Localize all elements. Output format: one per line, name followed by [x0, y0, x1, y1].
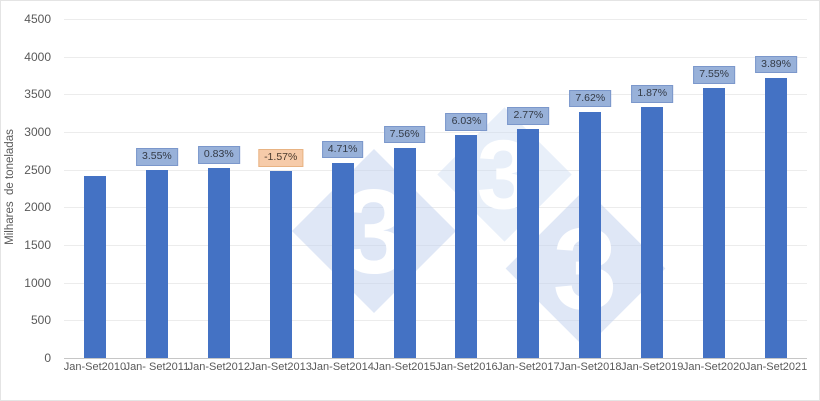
x-tick-label: Jan-Set2020 — [682, 361, 746, 373]
y-tick-label: 2000 — [24, 200, 51, 215]
bar-value-label: 7.62% — [569, 89, 612, 108]
bar-value-label: 6.03% — [445, 113, 488, 131]
y-tick-label: 500 — [30, 313, 51, 328]
bar — [269, 171, 292, 358]
gridline — [64, 94, 807, 96]
plot-area: 3 3 3 3.55%0.83%-1.57%4.71%7.56%6.03%2.7… — [64, 19, 807, 359]
watermark-diamond: 3 — [291, 148, 457, 314]
y-tick-label: 4500 — [24, 12, 51, 26]
bar — [517, 129, 540, 358]
bar-value-label: 7.56% — [383, 125, 426, 144]
bar-value-label: 0.83% — [197, 146, 240, 164]
y-tick-label: 3000 — [24, 125, 51, 139]
bar-value-label: -1.57% — [258, 149, 304, 167]
y-tick-label: 3500 — [24, 87, 51, 102]
gridline — [64, 56, 807, 58]
gridline — [64, 245, 807, 246]
gridline — [64, 132, 807, 133]
x-tick-label: Jan-Set2012 — [187, 361, 250, 373]
x-tick-label: Jan-Set2018 — [559, 361, 622, 373]
x-tick-label: Jan-Set2016 — [435, 361, 498, 373]
x-axis-tick-labels: Jan-Set2010 Jan- Set2011 Jan-Set2012 Jan-Se… — [1, 361, 819, 377]
bar — [331, 162, 354, 358]
bar — [83, 176, 106, 358]
x-tick-label: Jan-Set2015 — [373, 361, 436, 373]
gridline — [64, 282, 807, 284]
bar — [765, 77, 788, 358]
gridline — [64, 19, 807, 20]
bar — [455, 135, 478, 358]
bar — [207, 168, 230, 358]
bar-value-label: 3.55% — [135, 147, 178, 166]
bar — [641, 107, 664, 358]
bar-value-label: 4.71% — [321, 140, 364, 159]
x-tick-label: Jan-Set2021 — [744, 361, 808, 373]
bar — [579, 111, 602, 358]
x-tick-label: Jan-Set2010 — [63, 361, 127, 373]
y-tick-label: 1000 — [24, 275, 51, 290]
bar-value-label: 1.87% — [631, 84, 674, 103]
y-tick-label: 4000 — [24, 49, 51, 64]
bar — [145, 169, 168, 358]
gridline — [64, 320, 807, 322]
bar-value-label: 7.55% — [693, 66, 736, 84]
x-tick-label: Jan-Set2013 — [249, 361, 312, 373]
bar — [703, 88, 726, 358]
x-tick-label: Jan-Set2017 — [497, 361, 560, 373]
y-axis-tick-labels: 0 500 1000 1500 2000 2500 3000 3500 4000 4500 — [1, 1, 57, 400]
gridline — [64, 207, 807, 209]
x-tick-label: Jan- Set2011 — [124, 361, 190, 373]
y-tick-label: 2500 — [24, 162, 51, 177]
gridline — [64, 169, 807, 171]
y-tick-label: 1500 — [24, 238, 51, 252]
bar-value-label: 2.77% — [507, 106, 550, 125]
x-tick-label: Jan-Set2014 — [311, 361, 374, 373]
bar-value-label: 3.89% — [755, 55, 797, 74]
y-tick-label: 0 — [44, 351, 51, 365]
x-tick-label: Jan-Set2019 — [621, 361, 684, 373]
bar — [393, 147, 416, 358]
